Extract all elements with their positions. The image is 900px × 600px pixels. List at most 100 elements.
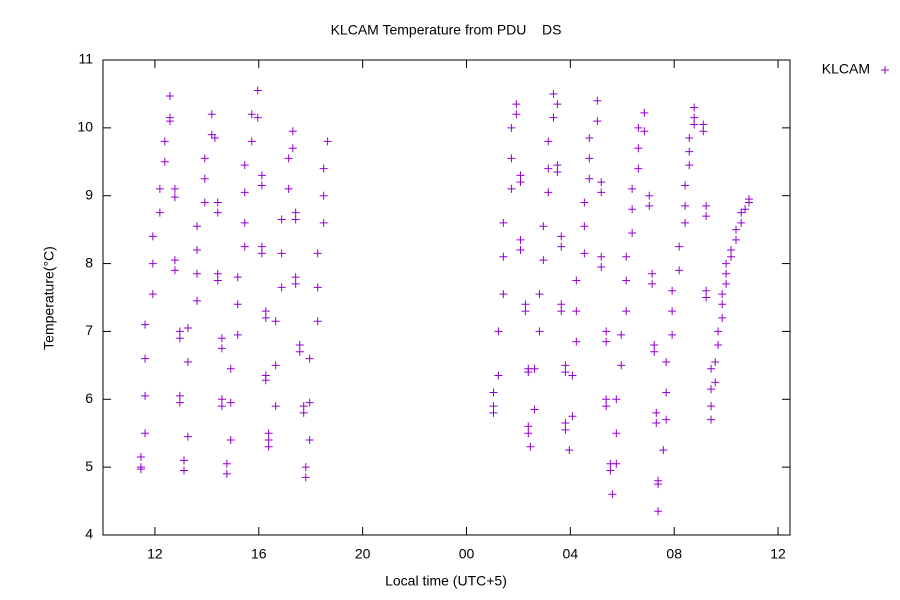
legend-marker [881,66,889,74]
data-point [284,184,293,193]
data-point [222,459,231,468]
data-point [659,446,668,455]
data-point [141,391,150,400]
data-point [722,259,731,268]
data-point [617,330,626,339]
data-point [561,361,570,370]
data-point [731,235,740,244]
data-point [313,249,322,258]
data-point [271,317,280,326]
data-point [690,113,699,122]
data-point [622,252,631,261]
data-point [207,110,216,119]
data-point [499,290,508,299]
data-point [301,473,310,482]
data-point [681,181,690,190]
data-point [597,262,606,271]
data-point [521,300,530,309]
data-point [319,164,328,173]
y-tick-label: 11 [78,51,93,67]
data-point [602,337,611,346]
data-point [261,307,270,316]
data-point [597,188,606,197]
data-point [572,276,581,285]
y-tick-label: 4 [85,526,93,542]
data-point [261,313,270,322]
data-point [580,249,589,258]
data-point [602,327,611,336]
data-point [291,215,300,224]
data-point [160,137,169,146]
data-point [668,330,677,339]
data-point [217,334,226,343]
data-point [257,181,266,190]
data-point [557,307,566,316]
data-point [507,154,516,163]
data-point [602,395,611,404]
data-point [175,327,184,336]
data-point [271,361,280,370]
data-point [606,466,615,475]
data-point [711,357,720,366]
data-point [175,391,184,400]
data-point [180,456,189,465]
data-point [648,279,657,288]
data-point [148,259,157,268]
data-point [512,100,521,109]
data-point [271,402,280,411]
y-tick-label: 10 [77,119,93,135]
data-point [226,436,235,444]
data-point [291,208,300,217]
data-point [240,188,249,197]
data-point [175,398,184,407]
data-point [597,252,606,261]
data-point [702,201,711,210]
data-point [544,188,553,197]
data-point [718,290,727,299]
data-point [264,442,273,451]
data-point [585,134,594,143]
data-point [568,412,577,421]
data-point [645,201,654,210]
data-point [261,376,270,385]
data-point [702,293,711,302]
data-point [628,205,637,214]
data-point [702,286,711,295]
data-point [608,490,617,499]
data-point [744,195,753,204]
data-point [622,276,631,285]
data-point [264,429,273,438]
data-point [634,144,643,153]
data-point [727,246,736,254]
data-point [731,225,740,234]
data-point [192,246,201,254]
data-point [557,232,566,241]
data-point [699,127,708,136]
data-point [213,208,222,217]
data-point [675,242,684,251]
data-point [148,290,157,299]
data-point [654,507,663,516]
data-point [141,429,150,438]
data-point [200,154,209,163]
data-point [718,300,727,309]
data-point [557,242,566,251]
data-point [685,134,694,143]
data-point [489,388,498,397]
data-point [217,344,226,353]
data-point [530,405,539,414]
data-point [668,307,677,316]
data-point [136,452,145,461]
data-point [628,184,637,193]
data-point [240,161,249,170]
data-point [299,402,308,411]
data-point [612,459,621,468]
data-point [257,249,266,258]
x-tick-label: 16 [251,546,267,562]
data-point [707,415,716,424]
data-point [553,167,562,176]
data-point [561,425,570,434]
data-point [288,144,297,153]
x-tick-label: 12 [147,546,163,562]
data-point [141,320,150,329]
